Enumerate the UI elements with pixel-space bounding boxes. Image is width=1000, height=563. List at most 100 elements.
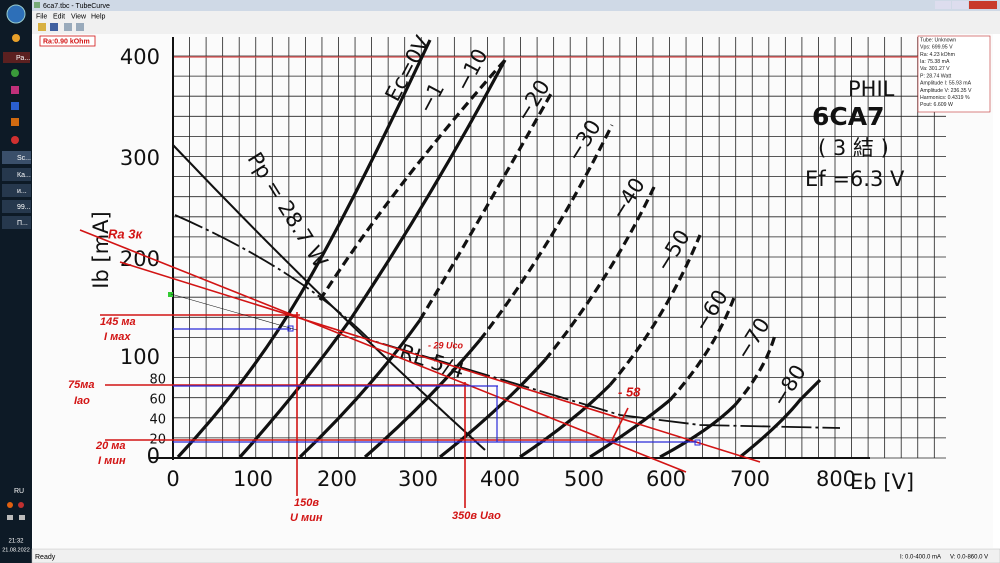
taskbar-item[interactable] bbox=[2, 168, 31, 181]
clock-time[interactable]: 21:32 bbox=[8, 539, 24, 545]
menu-item[interactable]: Edit bbox=[53, 13, 65, 20]
annotation: Ra 3к bbox=[108, 226, 143, 241]
y-tick-label: 80 bbox=[149, 373, 166, 388]
info-line: P: 28.74 Watt bbox=[920, 73, 952, 79]
taskbar bbox=[0, 0, 32, 563]
status-bar bbox=[31, 548, 1000, 563]
curve-ec60 bbox=[589, 398, 672, 459]
annotation: 150в bbox=[294, 497, 319, 509]
taskbar-item[interactable] bbox=[2, 200, 31, 213]
annotation: 20 ма bbox=[95, 440, 126, 452]
curve-ec80 bbox=[739, 378, 822, 459]
info-line: Va: 301.27 V bbox=[920, 66, 950, 72]
x-tick-label: 100 bbox=[233, 467, 273, 491]
ra-indicator-text: Ra:0.90 kOhm bbox=[43, 38, 90, 45]
info-lines: Tube: Unknown Vps: 699.95 VRa: 4.23 kOhmI… bbox=[920, 37, 972, 108]
tray-icon[interactable] bbox=[19, 515, 25, 520]
x-tick-label: 0 bbox=[166, 467, 179, 491]
tray-icon[interactable] bbox=[12, 34, 20, 42]
toolbar bbox=[32, 21, 1000, 34]
clock-date[interactable]: 21.08.2022 bbox=[2, 547, 30, 553]
menu-item[interactable]: File bbox=[36, 13, 47, 20]
x-tick-label: 600 bbox=[646, 467, 686, 491]
curve-ec40 bbox=[439, 358, 547, 459]
curve-ec30 bbox=[363, 338, 482, 459]
info-line: Vps: 699.95 V bbox=[920, 45, 953, 51]
menu-item[interactable]: View bbox=[71, 13, 87, 20]
curve-ec40-dash bbox=[543, 184, 657, 362]
tray-icon[interactable] bbox=[7, 515, 13, 520]
y-tick-label: 300 bbox=[120, 146, 160, 170]
taskbar-label: П... bbox=[17, 220, 28, 227]
curve-ec30-dash bbox=[478, 124, 614, 341]
annotation: I мин bbox=[98, 455, 126, 467]
x-tick-label: 300 bbox=[398, 467, 438, 491]
copy-button[interactable] bbox=[64, 23, 72, 31]
tray-icon[interactable] bbox=[7, 502, 13, 508]
app-icon[interactable] bbox=[11, 102, 19, 110]
curve-ec50 bbox=[519, 383, 612, 459]
annotation: 350в Uao bbox=[452, 510, 501, 522]
y-tick-label: 0 bbox=[147, 444, 160, 468]
maximize-button[interactable] bbox=[952, 1, 968, 9]
y-axis-label: Ib [mA] bbox=[89, 211, 113, 288]
annotation: - 58 bbox=[618, 384, 641, 399]
menu-bar bbox=[32, 11, 1000, 21]
info-line: Ia: 75.38 mA bbox=[920, 59, 950, 65]
x-axis-label: Eb [V] bbox=[850, 470, 914, 494]
info-box bbox=[917, 35, 991, 113]
annotation: U мин bbox=[290, 512, 323, 524]
y-tick-label: 40 bbox=[149, 413, 166, 428]
language[interactable]: RU bbox=[14, 488, 24, 495]
app-icon[interactable] bbox=[11, 86, 19, 94]
annotation: I мах bbox=[104, 331, 131, 343]
annotation: Iao bbox=[74, 395, 90, 407]
curve-ec20 bbox=[298, 319, 422, 459]
load-line bbox=[172, 144, 486, 451]
app-icon[interactable] bbox=[11, 136, 19, 144]
tray-icon[interactable] bbox=[18, 502, 24, 508]
close-button[interactable] bbox=[969, 1, 997, 9]
y-tick-label: 60 bbox=[149, 393, 166, 408]
point-marker[interactable] bbox=[694, 439, 701, 446]
taskbar-label: Ра... bbox=[16, 55, 30, 62]
taskbar-label: Ка... bbox=[17, 172, 31, 179]
info-line: Ra: 4.23 kOhm bbox=[920, 52, 955, 58]
annotation: 145 ма bbox=[100, 316, 136, 328]
status-text: Ready bbox=[35, 554, 56, 561]
save-button[interactable] bbox=[50, 23, 58, 31]
point-marker[interactable] bbox=[287, 325, 294, 332]
curve-ec70 bbox=[659, 403, 737, 459]
red-load-line bbox=[79, 229, 687, 473]
y-tick-label: 100 bbox=[120, 345, 160, 369]
curve-ec10 bbox=[238, 59, 507, 459]
curve-ec20-dash bbox=[418, 91, 554, 321]
taskbar-item[interactable] bbox=[2, 216, 31, 229]
paste-button[interactable] bbox=[76, 23, 84, 31]
taskbar-item[interactable] bbox=[2, 184, 31, 197]
point-marker[interactable] bbox=[168, 292, 173, 297]
info-line: Tube: Unknown bbox=[920, 37, 956, 43]
curve-ec50-dash bbox=[608, 234, 702, 387]
info-line: Pout: 6.609 W bbox=[920, 102, 953, 108]
status-current-range: I: 0.0-400.0 mA bbox=[900, 555, 941, 561]
menu-item[interactable]: Help bbox=[91, 13, 106, 20]
open-button[interactable] bbox=[38, 23, 46, 31]
app-icon[interactable] bbox=[11, 69, 19, 77]
taskbar-item[interactable] bbox=[2, 151, 31, 164]
start-button[interactable] bbox=[6, 4, 26, 24]
window-title: 6ca7.tbc - TubeCurve bbox=[43, 3, 110, 10]
taskbar-label: Sc... bbox=[17, 155, 31, 162]
curve-ec70-dash bbox=[733, 334, 777, 407]
curve-ec60-dash bbox=[668, 294, 737, 402]
ra-indicator bbox=[39, 35, 96, 47]
title-bar bbox=[32, 0, 1000, 11]
info-line: Amplitude V: 236.35 V bbox=[920, 88, 972, 94]
taskbar-item[interactable] bbox=[3, 52, 30, 63]
header-text: 6CA7 bbox=[812, 102, 885, 131]
curve-ec0 bbox=[176, 39, 432, 459]
y-tick-label: 400 bbox=[120, 45, 160, 69]
minimize-button[interactable] bbox=[935, 1, 951, 9]
app-icon[interactable] bbox=[11, 118, 19, 126]
